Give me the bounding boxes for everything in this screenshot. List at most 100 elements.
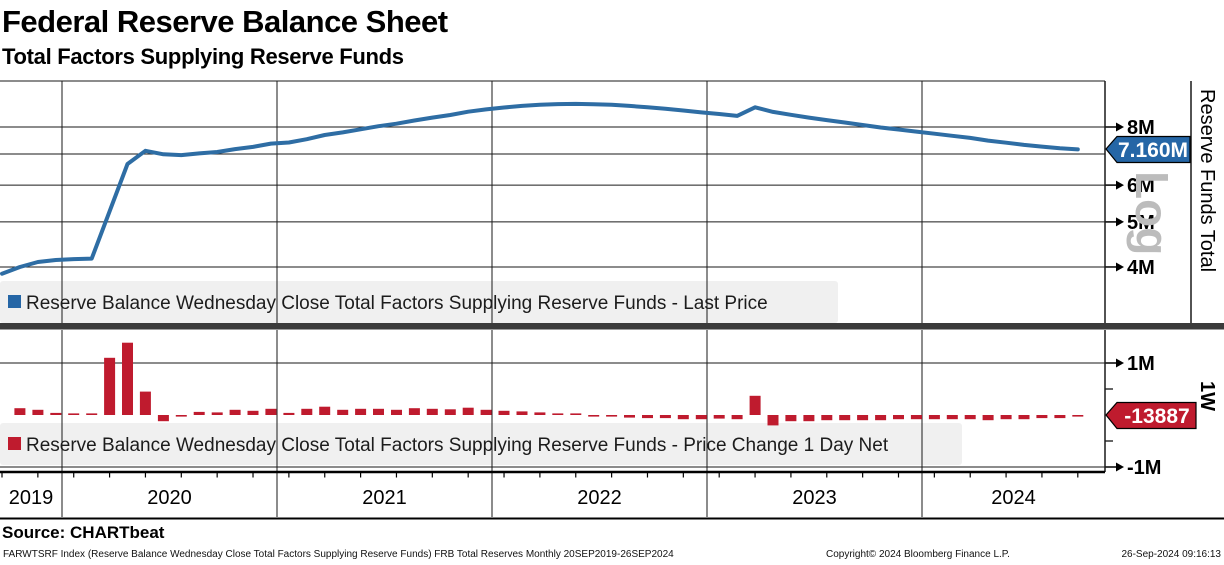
change-bar: [355, 408, 367, 415]
top-panel-grid: [0, 126, 1105, 268]
change-bar: [444, 409, 456, 415]
y-tick-label: 6M: [1127, 175, 1155, 197]
last-change-tag: -13887: [1105, 401, 1197, 430]
change-bar: [391, 409, 402, 415]
period-label-1w: 1W: [1196, 381, 1218, 411]
change-bar: [32, 409, 44, 415]
bottom-panel-grid: [0, 362, 1105, 468]
change-bar: [193, 411, 205, 415]
tick-arrow: [1116, 122, 1124, 132]
last-price-polyline: [0, 101, 1080, 276]
year-label: 2020: [147, 487, 192, 509]
change-bar: [731, 415, 743, 420]
bottom-legend-swatch: [8, 437, 21, 450]
change-bar: [875, 415, 887, 421]
change-bar: [68, 413, 80, 415]
change-bar: [910, 415, 922, 420]
tick-arrow: [1116, 180, 1124, 190]
change-bar: [606, 415, 618, 417]
change-bar: [104, 357, 116, 415]
source-line: Source: CHARTbeat: [2, 523, 165, 542]
change-bar: [749, 395, 761, 415]
change-bar: [139, 391, 151, 415]
bottom-legend-strip: [0, 423, 962, 465]
bottom-legend-label: Reserve Balance Wednesday Close Total Fa…: [26, 435, 889, 456]
page-subtitle: Total Factors Supplying Reserve Funds: [2, 44, 404, 69]
change-bar: [946, 415, 958, 420]
change-bar: [408, 408, 420, 415]
change-bar: [247, 410, 259, 415]
change-bar: [175, 415, 187, 417]
change-bar: [229, 409, 241, 415]
log-scale-label: Log: [1126, 171, 1178, 255]
change-bar: [552, 413, 564, 415]
year-label: 2021: [362, 487, 407, 509]
top-axis-ticks: 8M 6M 5M 4M: [1105, 117, 1155, 279]
tick-arrow: [1116, 358, 1124, 368]
change-bar: [893, 415, 904, 420]
change-bar: [516, 411, 528, 415]
change-bar: [1000, 415, 1012, 420]
change-bar: [803, 415, 815, 422]
change-bar: [122, 342, 133, 415]
change-bar: [498, 410, 510, 415]
footer-ticker-info: FARWTSRF Index (Reserve Balance Wednesda…: [3, 549, 674, 560]
change-bar: [534, 412, 546, 415]
change-bar: [624, 415, 635, 418]
change-bar: [642, 415, 653, 419]
change-bar: [767, 415, 779, 426]
change-bar: [713, 415, 725, 419]
change-bar: [1036, 415, 1048, 419]
change-bar: [373, 408, 384, 415]
footer: FARWTSRF Index (Reserve Balance Wednesda…: [0, 549, 1224, 563]
change-bar: [157, 415, 169, 422]
change-bar: [480, 409, 492, 415]
change-bar: [857, 415, 869, 421]
change-bar: [785, 415, 797, 422]
top-legend-label: Reserve Balance Wednesday Close Total Fa…: [26, 293, 768, 314]
panel-divider: [0, 323, 1224, 330]
y-tick-label: -1M: [1127, 457, 1161, 479]
change-bar: [821, 415, 833, 421]
change-bar: [462, 407, 474, 415]
change-bar: [928, 415, 940, 420]
change-bar: [695, 415, 707, 420]
y-tick-label: 4M: [1127, 257, 1155, 279]
tick-arrow: [1116, 217, 1124, 227]
page-title: Federal Reserve Balance Sheet: [2, 4, 448, 39]
change-bar: [337, 409, 349, 415]
change-bar: [964, 415, 976, 420]
y-tick-label: 5M: [1127, 212, 1155, 234]
change-bar: [677, 415, 689, 420]
footer-timestamp: 26-Sep-2024 09:16:13: [1121, 549, 1221, 560]
year-gridlines: [61, 81, 923, 517]
bottom-legend: Reserve Balance Wednesday Close Total Fa…: [8, 435, 889, 456]
bottom-axis-ticks: 1M -1M: [1105, 353, 1161, 479]
tick-arrow: [1116, 462, 1124, 472]
right-axis-title: Reserve Funds Total: [1196, 89, 1218, 272]
change-bar: [14, 408, 26, 415]
tick-arrow: [1116, 262, 1124, 272]
change-bar: [588, 415, 600, 417]
change-bar: [1054, 415, 1066, 419]
change-bar: [50, 412, 62, 415]
change-bar: [86, 413, 98, 415]
change-bar: [211, 412, 223, 415]
change-bar: [283, 412, 295, 415]
year-label: 2023: [792, 487, 837, 509]
year-label: 2024: [991, 487, 1036, 509]
top-legend: Reserve Balance Wednesday Close Total Fa…: [8, 293, 768, 314]
y-tick-label: 8M: [1127, 117, 1155, 139]
change-bar: [426, 408, 438, 415]
last-price-line: [0, 101, 1080, 276]
change-bar: [659, 415, 671, 419]
year-label: 2022: [577, 487, 622, 509]
change-bar: [1072, 415, 1084, 417]
top-legend-swatch: [8, 295, 21, 308]
y-tick-label: 1M: [1127, 353, 1155, 375]
change-bar: [265, 408, 277, 415]
footer-copyright: Copyright© 2024 Bloomberg Finance L.P.: [826, 549, 1010, 560]
last-price-tag: 7.160M: [1105, 135, 1191, 164]
change-bar: [301, 408, 313, 415]
